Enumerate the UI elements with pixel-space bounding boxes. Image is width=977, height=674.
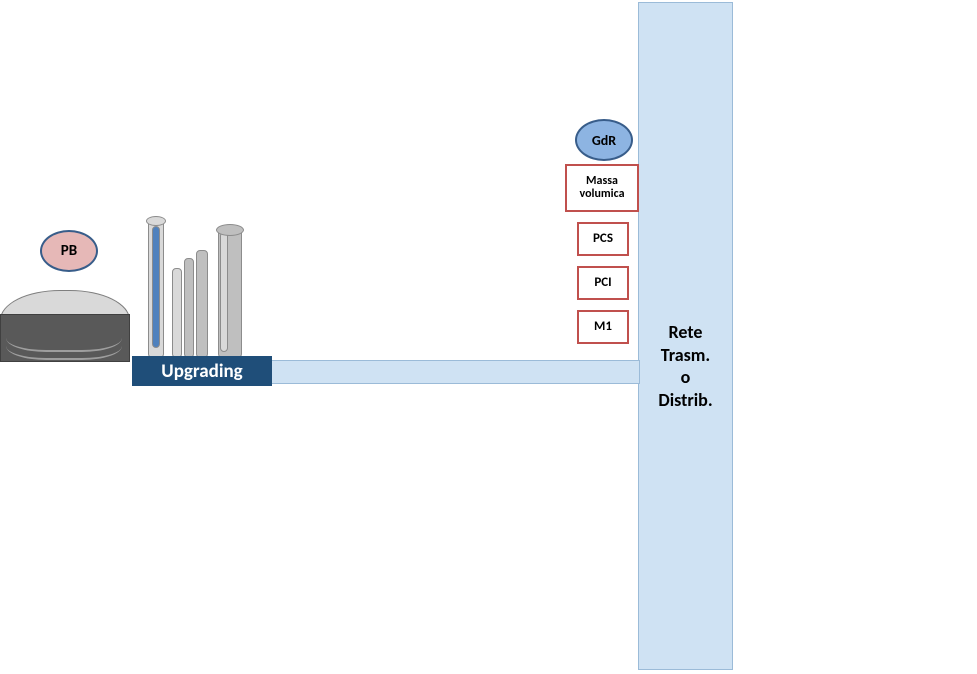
biogas-digester (0, 290, 132, 360)
diagram-canvas: ReteTrasm.oDistrib. Upgrading PB GdR Mas… (0, 0, 977, 674)
plant-tower (184, 258, 194, 358)
gdr-badge-text: GdR (592, 132, 616, 149)
pb-badge: PB (40, 230, 98, 272)
network-column-label-line: Rete (639, 321, 732, 344)
network-column: ReteTrasm.oDistrib. (638, 2, 733, 670)
param-box-pcs: PCS (577, 222, 629, 256)
param-box-massa: Massavolumica (565, 164, 639, 212)
gdr-badge: GdR (575, 119, 633, 161)
upgrading-label-text: Upgrading (161, 360, 242, 383)
param-box-line: M1 (594, 320, 612, 334)
param-box-line: PCI (594, 276, 611, 290)
param-box-m1: M1 (577, 310, 629, 344)
plant-tower (152, 226, 160, 348)
network-column-label-line: o (639, 366, 732, 389)
upgrading-label: Upgrading (132, 356, 272, 386)
network-column-label-line: Distrib. (639, 389, 732, 412)
network-column-label-line: Trasm. (639, 344, 732, 367)
param-box-pci: PCI (577, 266, 629, 300)
network-column-label: ReteTrasm.oDistrib. (639, 321, 732, 411)
pb-badge-text: PB (61, 242, 77, 260)
upgrading-plant (138, 210, 268, 360)
param-box-line: PCS (593, 232, 613, 246)
plant-tower (172, 268, 182, 358)
plant-tower (196, 250, 208, 358)
plant-tower-cap (216, 224, 244, 236)
param-box-line: volumica (580, 188, 625, 201)
plant-tower (220, 232, 228, 352)
plant-tower-cap (146, 216, 166, 226)
